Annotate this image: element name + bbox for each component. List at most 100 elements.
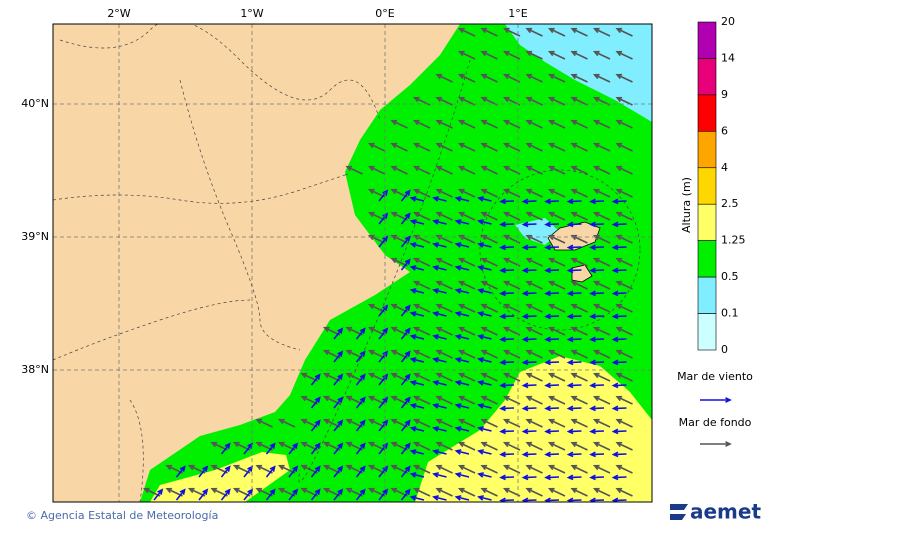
arrow [310,442,321,455]
arrow [502,165,521,175]
arrow [570,349,588,359]
arrow [378,488,389,501]
arrow [435,165,453,175]
arrow [454,426,470,432]
colorbar-label: 9 [721,88,728,101]
arrow [570,73,588,83]
arrow [355,442,366,455]
arrow [400,258,411,271]
arrow [544,474,560,481]
arrow [400,442,411,455]
arrow [502,50,521,60]
arrow [611,267,627,274]
arrow [409,357,425,363]
arrow [378,465,389,478]
arrow [566,382,582,389]
arrow [611,359,627,366]
arrow [477,380,492,386]
legend [700,397,732,447]
arrow [499,405,515,412]
arrow [570,96,588,106]
arrow [400,465,411,478]
arrow [525,418,543,428]
arrow [355,419,366,432]
arrow [480,257,498,267]
arrow [570,303,588,313]
arrow [378,212,389,225]
arrow [525,50,543,60]
arrow [355,488,366,501]
lon-label: 0°E [375,7,394,20]
arrow [390,165,408,175]
arrow [412,165,431,175]
arrow [412,303,431,313]
arrow [700,441,732,447]
arrow [611,244,627,251]
arrow [333,350,344,363]
arrow [412,188,431,198]
arrow [457,349,476,359]
arrow [454,288,470,294]
arrow [412,372,431,382]
arrow [570,211,588,221]
arrow [378,304,389,317]
arrow [412,395,431,405]
arrow [615,303,633,313]
arrow [454,403,470,409]
colorbar-segment [697,131,717,169]
arrow [544,359,560,366]
arrow [378,419,389,432]
arrow [409,426,425,432]
arrow [592,372,611,382]
arrow [570,464,588,474]
arrow [525,73,543,83]
arrow [400,488,411,501]
arrow [400,212,411,225]
arrow [457,326,476,336]
arrow [432,472,447,478]
arrow [502,119,521,129]
arrow [435,211,453,221]
arrow [454,196,470,202]
arrow [615,119,633,129]
arrow [333,396,344,409]
arrow [480,234,498,244]
arrow [412,349,431,359]
arrow [454,380,470,386]
arrow [589,428,605,435]
arrow [477,242,492,248]
arrow [611,198,627,205]
arrow [477,472,492,478]
arrow [435,257,453,267]
zone [298,59,471,483]
lon-label: 1°E [508,7,527,20]
arrow [477,357,492,363]
arrow [477,495,492,501]
arrow [592,418,611,428]
arrow [499,313,515,320]
arrow [310,396,321,409]
lat-label: 40°N [21,97,49,110]
arrow [570,418,588,428]
arrow [570,280,588,290]
arrow [277,418,296,428]
arrow [547,188,566,198]
arrow [499,198,515,205]
arrow [570,50,588,60]
arrow [198,488,209,501]
arrow [592,188,611,198]
logo-text: aemet [690,500,761,524]
arrow [432,288,447,294]
arrow [611,290,627,297]
arrow [457,188,476,198]
arrow [220,465,231,478]
arrow [592,487,611,497]
arrow [566,313,582,320]
arrow [480,119,498,129]
arrow [355,350,366,363]
arrow [499,267,515,274]
zone [479,169,641,331]
arrow [457,96,476,106]
arrow [521,405,537,412]
arrow [412,464,431,474]
